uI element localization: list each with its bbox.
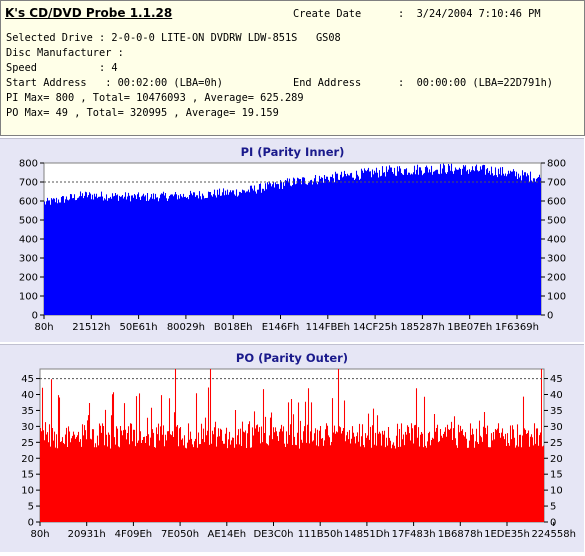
y-tick-label-left: 35	[21, 406, 34, 417]
end-address-value: : 00:00:00 (LBA=22D791h)	[398, 77, 553, 89]
y-tick-label-right: 0	[547, 311, 553, 322]
speed-line: Speed : 4	[6, 62, 118, 74]
chart-title: PI (Parity Inner)	[241, 145, 345, 159]
y-tick-label-left: 10	[21, 486, 34, 497]
x-tick-label: 185287h	[400, 322, 445, 333]
y-tick-label-left: 400	[19, 235, 38, 246]
y-tick-label-left: 800	[19, 159, 38, 170]
x-tick-label: 4F09Eh	[115, 529, 153, 540]
y-tick-label-left: 200	[19, 273, 38, 284]
end-address-label: End Address	[293, 77, 362, 89]
y-tick-label-right: 10	[550, 486, 563, 497]
x-tick-label: 114FBEh	[306, 322, 350, 333]
create-date-value: : 3/24/2004 7:10:46 PM	[398, 8, 541, 20]
x-tick-label: B018Eh	[214, 322, 253, 333]
x-tick-label: DE3C0h	[253, 529, 293, 540]
y-tick-label-right: 25	[550, 438, 563, 449]
y-tick-label-left: 700	[19, 178, 38, 189]
y-tick-label-right: 0	[550, 518, 556, 529]
chart-title: PO (Parity Outer)	[236, 351, 348, 365]
x-tick-label: 80h	[30, 529, 49, 540]
x-tick-label: 111B50h	[298, 529, 343, 540]
y-tick-label-right: 45	[550, 374, 563, 385]
create-date-label: Create Date	[293, 8, 362, 20]
info-panel: K's CD/DVD Probe 1.1.28 Create Date : 3/…	[0, 0, 585, 136]
x-tick-label: 80029h	[167, 322, 205, 333]
pi-chart-panel: PI (Parity Inner) 0 0 100 100 200 200 300 300 400…	[0, 138, 584, 342]
x-tick-label: 14851Dh	[344, 529, 390, 540]
x-tick-label: 1EDE35h	[484, 529, 530, 540]
y-tick-label-left: 45	[21, 374, 34, 385]
y-tick-label-right: 100	[547, 292, 566, 303]
y-tick-label-left: 100	[19, 292, 38, 303]
y-tick-label-right: 700	[547, 178, 566, 189]
y-tick-label-right: 200	[547, 273, 566, 284]
y-tick-label-right: 600	[547, 197, 566, 208]
y-tick-label-left: 0	[32, 311, 38, 322]
y-tick-label-left: 40	[21, 390, 34, 401]
y-tick-label-left: 500	[19, 216, 38, 227]
po-chart: PO (Parity Outer) 0 0 5 5 10 10 15 15 20 20 25 25 30 3…	[21, 351, 576, 540]
start-address-line: Start Address : 00:02:00 (LBA=0h)	[6, 77, 223, 89]
x-tick-label: E146Fh	[262, 322, 300, 333]
data-bars	[43, 163, 542, 315]
y-tick-label-right: 300	[547, 254, 566, 265]
data-bars	[39, 369, 545, 522]
y-tick-label-right: 20	[550, 454, 563, 465]
y-tick-label-left: 25	[21, 438, 34, 449]
pi-stats-line: PI Max= 800 , Total= 10476093 , Average=…	[6, 92, 304, 104]
y-tick-label-right: 5	[550, 502, 556, 513]
y-tick-label-left: 30	[21, 422, 34, 433]
x-tick-label: 7E050h	[161, 529, 199, 540]
x-tick-label: 1B6878h	[438, 529, 483, 540]
po-stats-line: PO Max= 49 , Total= 320995 , Average= 19…	[6, 107, 279, 119]
y-tick-label-right: 35	[550, 406, 563, 417]
y-tick-label-right: 400	[547, 235, 566, 246]
x-tick-label: 1BE07Eh	[447, 322, 492, 333]
y-tick-label-left: 600	[19, 197, 38, 208]
x-tick-label: 50E61h	[120, 322, 158, 333]
x-tick-label: 80h	[34, 322, 53, 333]
y-tick-label-left: 15	[21, 470, 34, 481]
x-tick-label: 17F483h	[392, 529, 436, 540]
y-tick-label-left: 5	[28, 502, 34, 513]
y-tick-label-right: 800	[547, 159, 566, 170]
x-tick-label: 21512h	[72, 322, 110, 333]
y-tick-label-right: 15	[550, 470, 563, 481]
y-tick-label-left: 300	[19, 254, 38, 265]
app-title: K's CD/DVD Probe 1.1.28	[5, 6, 173, 20]
manufacturer-line: Disc Manufacturer :	[6, 47, 124, 59]
po-chart-panel: PO (Parity Outer) 0 0 5 5 10 10 15 15 20 20 25 25 30 3…	[0, 344, 584, 552]
pi-chart: PI (Parity Inner) 0 0 100 100 200 200 300 300 400…	[19, 145, 566, 333]
x-tick-label: AE14Eh	[208, 529, 247, 540]
x-tick-label: 224558h	[531, 529, 576, 540]
x-tick-label: 14CF25h	[353, 322, 398, 333]
y-tick-label-right: 40	[550, 390, 563, 401]
y-tick-label-left: 20	[21, 454, 34, 465]
y-tick-label-right: 30	[550, 422, 563, 433]
x-tick-label: 20931h	[68, 529, 106, 540]
y-tick-label-left: 0	[28, 518, 34, 529]
x-tick-label: 1F6369h	[495, 322, 539, 333]
y-tick-label-right: 500	[547, 216, 566, 227]
drive-line: Selected Drive : 2-0-0-0 LITE-ON DVDRW L…	[6, 32, 341, 44]
